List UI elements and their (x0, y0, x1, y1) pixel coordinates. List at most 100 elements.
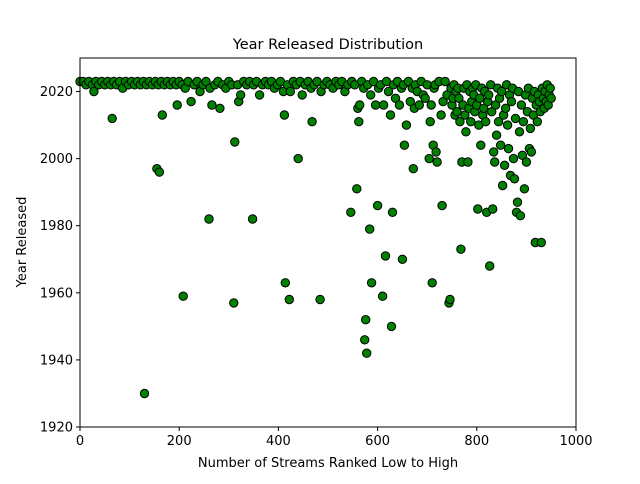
data-point (157, 110, 168, 120)
data-point (178, 291, 188, 301)
x-tick-label: 200 (167, 434, 192, 449)
data-point (293, 153, 303, 164)
data-point (236, 90, 246, 100)
data-point (229, 298, 239, 308)
data-point (215, 103, 225, 114)
data-point (380, 251, 391, 261)
data-point (466, 117, 476, 127)
data-point (517, 150, 528, 161)
data-point (426, 100, 436, 110)
data-point (366, 90, 376, 100)
data-point (394, 100, 405, 110)
data-point (297, 90, 307, 100)
y-tick-label: 1980 (40, 219, 73, 234)
data-point (107, 113, 117, 124)
data-point (484, 90, 494, 100)
data-point (452, 107, 462, 117)
data-point (383, 86, 394, 97)
data-point (509, 174, 520, 184)
data-point (284, 294, 294, 305)
data-point (475, 93, 485, 104)
data-point (503, 143, 514, 154)
data-point (479, 103, 489, 114)
x-tick-label: 0 (76, 434, 84, 449)
data-point (154, 167, 165, 177)
data-point (408, 164, 418, 174)
data-point (491, 130, 502, 140)
data-point (279, 110, 290, 120)
data-point (355, 100, 365, 110)
data-point (437, 200, 447, 211)
data-point (512, 197, 523, 207)
data-point (500, 103, 511, 114)
data-point (405, 96, 415, 107)
data-point (502, 120, 513, 130)
data-point (361, 315, 371, 325)
data-point (546, 93, 556, 104)
data-point (365, 224, 375, 234)
data-point (372, 200, 383, 211)
data-point (207, 100, 217, 110)
plot-frame (79, 57, 577, 428)
data-point (315, 294, 325, 305)
data-point (526, 147, 537, 157)
y-tick-label: 1940 (40, 353, 73, 368)
data-point (427, 278, 437, 288)
data-point (473, 204, 483, 214)
data-point (362, 348, 372, 358)
data-point (499, 160, 510, 171)
data-point (431, 147, 441, 157)
data-point (204, 214, 214, 224)
data-point (490, 100, 501, 110)
data-point (490, 157, 500, 167)
data-point (510, 113, 521, 124)
data-point (247, 214, 258, 224)
data-point (508, 153, 519, 164)
data-point (387, 207, 398, 218)
data-point (493, 117, 504, 127)
data-point (401, 120, 412, 130)
ticks-layer: 0 200 400 600 800 1000 1920 1940 1960 1980 2000 202… (40, 85, 593, 449)
x-tick-label: 600 (365, 434, 390, 449)
data-point (397, 254, 408, 264)
data-point (460, 110, 470, 120)
data-point (476, 140, 486, 150)
data-point (370, 100, 381, 110)
data-point (525, 123, 536, 134)
data-point (424, 153, 434, 164)
x-tick-label: 400 (266, 434, 291, 449)
data-point (230, 137, 240, 147)
y-tick-label: 2000 (40, 152, 73, 167)
data-point (445, 294, 455, 305)
data-point (172, 100, 182, 110)
data-point (454, 93, 464, 104)
data-point (532, 117, 542, 127)
x-tick-label: 800 (464, 434, 489, 449)
x-axis-label: Number of Streams Ranked Low to High (198, 456, 458, 471)
data-point (420, 93, 430, 104)
y-tick-label: 2020 (40, 85, 73, 100)
data-point (414, 100, 424, 110)
data-point (354, 117, 364, 127)
data-point (89, 86, 99, 97)
data-point (436, 110, 446, 120)
data-point (489, 147, 499, 157)
data-point (440, 76, 450, 87)
data-point (455, 117, 465, 127)
data-point (481, 117, 491, 127)
data-point (516, 100, 527, 110)
data-point (485, 261, 495, 271)
data-point (360, 335, 370, 345)
points-layer (75, 76, 556, 399)
data-point (352, 184, 362, 194)
data-point (346, 207, 356, 218)
x-tick-label: 1000 (559, 434, 592, 449)
y-tick-label: 1920 (40, 421, 73, 436)
data-point (536, 237, 546, 248)
data-point (254, 90, 265, 100)
data-point (201, 76, 211, 87)
data-point (495, 140, 506, 150)
data-point (514, 127, 525, 137)
